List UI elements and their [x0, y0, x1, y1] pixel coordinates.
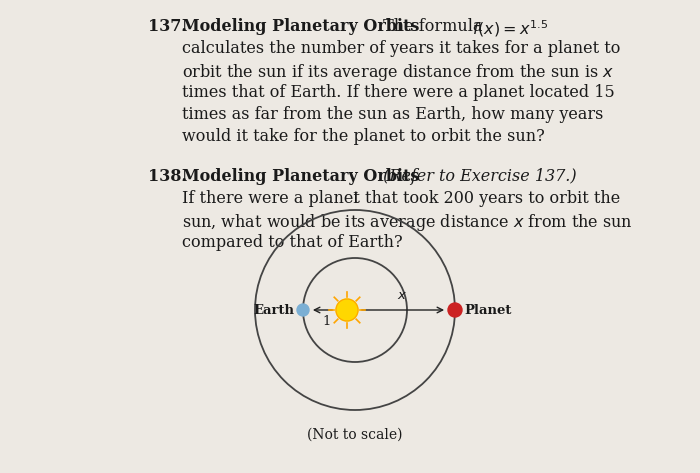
Text: 138.: 138. [148, 168, 187, 185]
Text: I: I [352, 192, 358, 206]
Circle shape [336, 299, 358, 321]
Text: Modeling Planetary Orbits: Modeling Planetary Orbits [182, 168, 419, 185]
Circle shape [297, 304, 309, 316]
Text: times as far from the sun as Earth, how many years: times as far from the sun as Earth, how … [182, 106, 603, 123]
Text: Modeling Planetary Orbits: Modeling Planetary Orbits [182, 18, 419, 35]
Text: would it take for the planet to orbit the sun?: would it take for the planet to orbit th… [182, 128, 545, 145]
Text: If there were a planet that took 200 years to orbit the: If there were a planet that took 200 yea… [182, 190, 620, 207]
Text: orbit the sun if its average distance from the sun is $x$: orbit the sun if its average distance fr… [182, 62, 615, 83]
Circle shape [448, 303, 462, 317]
Text: Planet: Planet [464, 304, 512, 316]
Text: calculates the number of years it takes for a planet to: calculates the number of years it takes … [182, 40, 620, 57]
Text: (Not to scale): (Not to scale) [307, 428, 402, 442]
Text: Earth: Earth [253, 304, 294, 316]
Text: $x$: $x$ [397, 289, 407, 302]
Text: The formula: The formula [378, 18, 488, 35]
Text: sun, what would be its average distance $x$ from the sun: sun, what would be its average distance … [182, 212, 633, 233]
Text: $f(x) = x^{1.5}$: $f(x) = x^{1.5}$ [472, 18, 548, 39]
Text: (Refer to Exercise 137.): (Refer to Exercise 137.) [378, 168, 577, 185]
Text: times that of Earth. If there were a planet located 15: times that of Earth. If there were a pla… [182, 84, 615, 101]
Text: compared to that of Earth?: compared to that of Earth? [182, 234, 402, 251]
Text: 1: 1 [323, 315, 331, 328]
Text: 137.: 137. [148, 18, 187, 35]
